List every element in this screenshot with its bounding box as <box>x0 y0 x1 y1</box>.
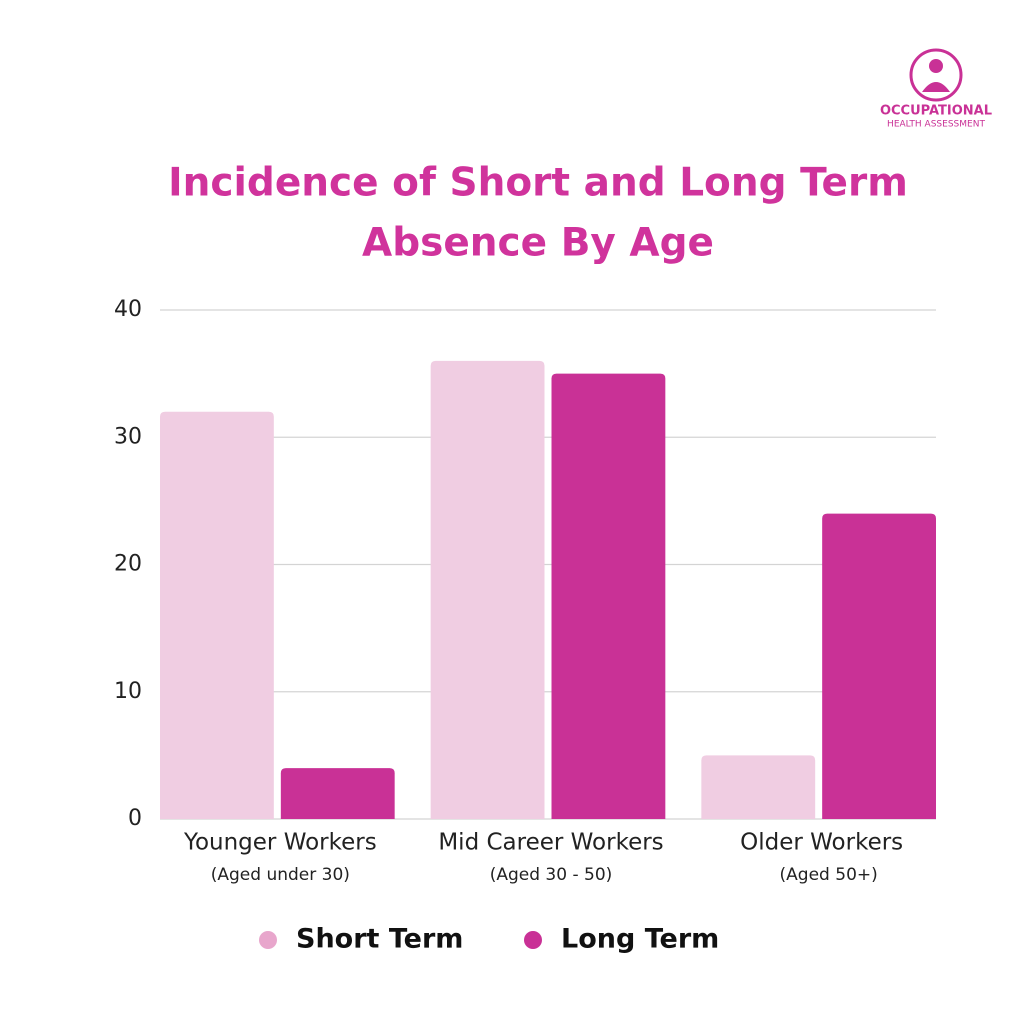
logo-head <box>929 59 943 73</box>
bar <box>280 768 395 819</box>
bar <box>160 411 274 819</box>
y-tick-label: 0 <box>128 806 142 831</box>
chart-title: Incidence of Short and Long Term <box>168 161 908 206</box>
logo-text: HEALTH ASSESSMENT <box>887 120 985 130</box>
logo-text: OCCUPATIONAL <box>880 104 992 119</box>
x-tick-label: Younger Workers <box>183 830 377 856</box>
x-tick-sublabel: (Aged 50+) <box>780 865 878 885</box>
bar <box>430 360 545 819</box>
x-tick-label: Mid Career Workers <box>438 830 663 856</box>
logo-ring <box>909 48 963 102</box>
legend-marker <box>259 931 277 949</box>
y-tick-label: 40 <box>114 297 142 322</box>
legend-marker <box>524 931 542 949</box>
bar <box>701 755 816 819</box>
chart-title: Absence By Age <box>362 221 714 266</box>
logo: OCCUPATIONAL HEALTH ASSESSMENT <box>880 48 992 130</box>
logo-body <box>922 82 950 92</box>
y-tick-label: 30 <box>114 424 142 449</box>
x-tick-label: Older Workers <box>740 830 903 856</box>
x-tick-sublabel: (Aged 30 - 50) <box>490 865 613 885</box>
legend-label: Short Term <box>296 924 463 955</box>
bar <box>822 513 936 819</box>
legend-label: Long Term <box>561 924 719 955</box>
bar <box>551 373 666 819</box>
y-tick-label: 10 <box>114 679 142 704</box>
x-tick-sublabel: (Aged under 30) <box>211 865 350 885</box>
y-tick-label: 20 <box>114 552 142 577</box>
